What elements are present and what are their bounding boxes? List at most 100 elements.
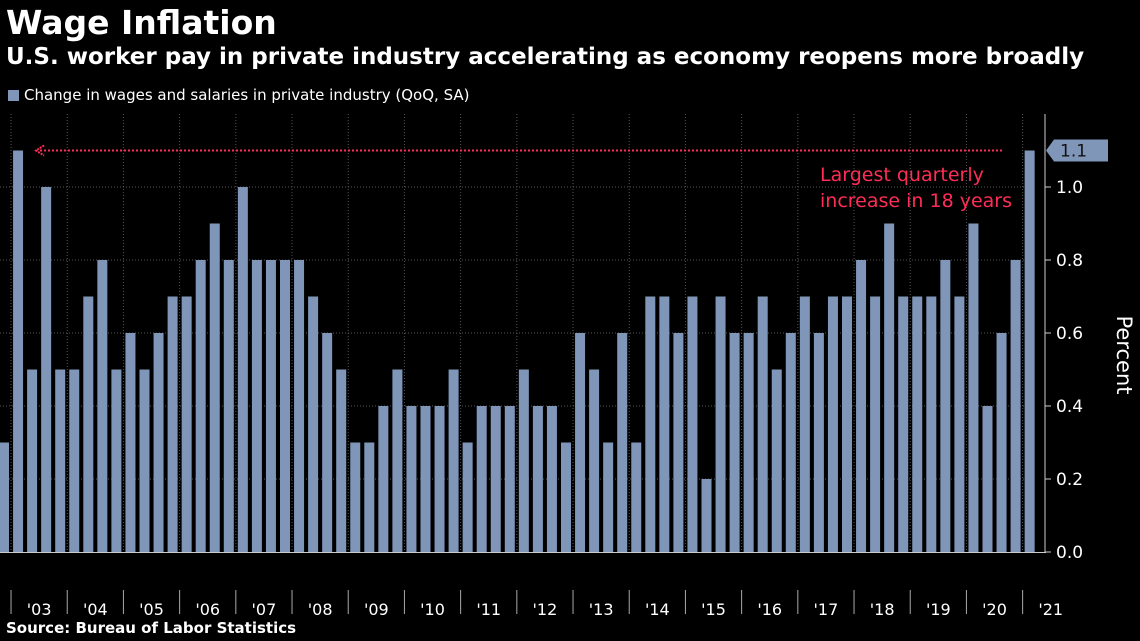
bar (856, 260, 867, 552)
legend-swatch (8, 89, 19, 101)
source-note: Source: Bureau of Labor Statistics (6, 619, 297, 637)
bar (631, 442, 642, 552)
bar (139, 369, 150, 552)
x-tick-label: '20 (982, 600, 1007, 619)
bar (561, 442, 571, 552)
bar (223, 260, 234, 552)
bar (701, 479, 712, 552)
bar (799, 296, 810, 552)
bar (322, 333, 333, 552)
bar (69, 369, 80, 552)
x-tick-label: '18 (870, 600, 895, 619)
bar (645, 296, 656, 552)
annotation-line-2: increase in 18 years (820, 190, 1012, 212)
bar (350, 442, 361, 552)
bar (884, 223, 895, 552)
bar (673, 333, 684, 552)
bar (55, 369, 66, 552)
bar (659, 296, 670, 552)
bar (1010, 260, 1021, 552)
bar (111, 369, 122, 552)
bar (940, 260, 951, 552)
y-tick-label: 0.8 (1056, 251, 1083, 271)
bar (954, 296, 965, 552)
y-axis-title: Percent (1112, 315, 1136, 394)
x-tick-label: '05 (139, 600, 164, 619)
bar (420, 406, 431, 552)
x-tick-label: '09 (364, 600, 389, 619)
bar (785, 333, 796, 552)
y-tick-label: 1.0 (1056, 178, 1083, 198)
bar (41, 187, 52, 552)
bar (294, 260, 305, 552)
x-tick-label: '10 (420, 600, 445, 619)
bar (912, 296, 923, 552)
bar (575, 333, 586, 552)
bar (757, 296, 768, 552)
bar (434, 406, 445, 552)
bar (870, 296, 881, 552)
bar (265, 260, 276, 552)
x-tick-label: '15 (701, 600, 726, 619)
bar (181, 296, 192, 552)
bar (27, 369, 38, 552)
x-tick-label: '12 (533, 600, 558, 619)
bar (898, 296, 909, 552)
bar (842, 296, 852, 552)
last-value-label: 1.1 (1060, 142, 1087, 162)
legend: Change in wages and salaries in private … (8, 86, 469, 104)
bar (462, 442, 473, 552)
chart-title: Wage Inflation (6, 3, 277, 42)
x-tick-label: '19 (926, 600, 951, 619)
bar (603, 442, 614, 552)
bar (996, 333, 1007, 552)
bar (518, 369, 529, 552)
bar (153, 333, 164, 552)
bar (378, 406, 389, 552)
annotation-line-1: Largest quarterly (820, 164, 984, 186)
bar (83, 296, 94, 552)
bar (280, 260, 290, 552)
bar (392, 369, 403, 552)
x-tick-label: '04 (83, 600, 108, 619)
y-tick-label: 0.4 (1056, 397, 1083, 417)
x-tick-label: '08 (308, 600, 333, 619)
x-tick-label: '06 (195, 600, 220, 619)
bar (476, 406, 487, 552)
bar (1024, 150, 1035, 552)
bar (926, 296, 937, 552)
bar (589, 369, 600, 552)
legend-label: Change in wages and salaries in private … (24, 86, 470, 104)
bar (448, 369, 459, 552)
bar (546, 406, 557, 552)
x-tick-label: '21 (1038, 600, 1063, 619)
bar (827, 296, 838, 552)
bar (617, 333, 628, 552)
bar (771, 369, 782, 552)
bar (729, 333, 740, 552)
x-tick-label: '16 (757, 600, 782, 619)
reference-arrow-icon (34, 144, 45, 157)
bar (125, 333, 136, 552)
bar (0, 442, 9, 552)
x-tick-label: '07 (252, 600, 277, 619)
bar (209, 223, 220, 552)
bar (97, 260, 108, 552)
bar (308, 296, 319, 552)
y-tick-label: 0.2 (1056, 470, 1083, 490)
bar (715, 296, 726, 552)
bar (982, 406, 993, 552)
bar (406, 406, 417, 552)
x-tick-label: '17 (814, 600, 839, 619)
bar (251, 260, 262, 552)
last-value-tag (1046, 139, 1108, 162)
bar (167, 296, 178, 552)
bar (195, 260, 206, 552)
bar (237, 187, 248, 552)
bar (687, 296, 698, 552)
bar (813, 333, 824, 552)
bar (490, 406, 501, 552)
x-tick-label: '11 (476, 600, 501, 619)
chart-subtitle: U.S. worker pay in private industry acce… (6, 44, 1085, 70)
